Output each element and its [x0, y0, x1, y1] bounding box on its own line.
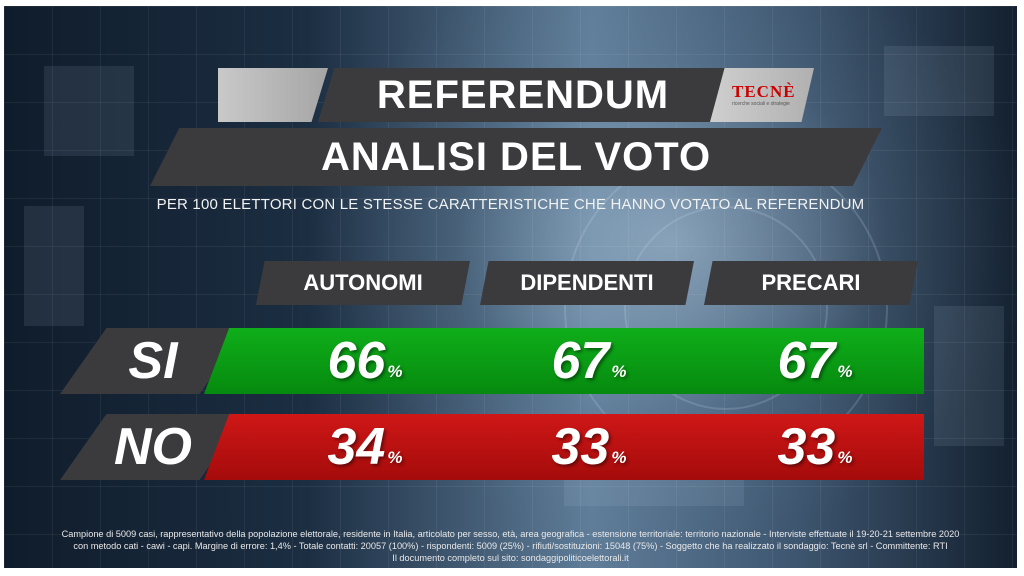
- value-si-dipendenti: 67%: [474, 328, 704, 394]
- column-header-dipendenti: DIPENDENTI: [480, 261, 694, 305]
- methodology-line: con metodo cati - cawi - capi. Margine d…: [73, 541, 948, 551]
- background-ring: [624, 206, 828, 410]
- column-header-precari: PRECARI: [704, 261, 918, 305]
- percent-sign: %: [837, 362, 853, 381]
- value-si-precari: 67%: [700, 328, 930, 394]
- title-referendum: REFERENDUM: [318, 68, 728, 122]
- row-bar-si: [204, 328, 924, 394]
- percent-sign: %: [611, 448, 627, 467]
- percent-sign: %: [387, 448, 403, 467]
- title-analisi: ANALISI DEL VOTO: [150, 128, 882, 186]
- value-no-dipendenti: 33%: [474, 414, 704, 480]
- value-no-precari: 33%: [700, 414, 930, 480]
- value-number: 67: [551, 332, 610, 390]
- value-number: 66: [327, 332, 386, 390]
- percent-sign: %: [837, 448, 853, 467]
- value-number: 33: [551, 418, 610, 476]
- background-tile: [934, 306, 1004, 446]
- value-si-autonomi: 66%: [250, 328, 480, 394]
- percent-sign: %: [611, 362, 627, 381]
- row-bar-no: [204, 414, 924, 480]
- value-number: 34: [327, 418, 386, 476]
- value-number: 67: [777, 332, 836, 390]
- background-tile: [24, 206, 84, 326]
- value-no-autonomi: 34%: [250, 414, 480, 480]
- methodology-line: Campione di 5009 casi, rappresentativo d…: [61, 529, 960, 539]
- tecne-logo: TECNÈ ricerche sociali e strategie: [710, 68, 814, 122]
- subtitle: PER 100 ELETTORI CON LE STESSE CARATTERI…: [156, 196, 865, 213]
- column-header-autonomi: AUTONOMI: [256, 261, 470, 305]
- poll-graphic: REFERENDUM TECNÈ ricerche sociali e stra…: [4, 6, 1017, 568]
- source-line: Il documento completo sul sito: sondaggi…: [392, 553, 629, 563]
- title-accent: [218, 68, 328, 122]
- percent-sign: %: [387, 362, 403, 381]
- background-tile: [884, 46, 994, 116]
- value-number: 33: [777, 418, 836, 476]
- methodology-note: Campione di 5009 casi, rappresentativo d…: [4, 528, 1017, 564]
- background-tile: [44, 66, 134, 156]
- logo-text: TECNÈ: [732, 82, 796, 101]
- logo-tagline: ricerche sociali e strategie: [732, 101, 790, 107]
